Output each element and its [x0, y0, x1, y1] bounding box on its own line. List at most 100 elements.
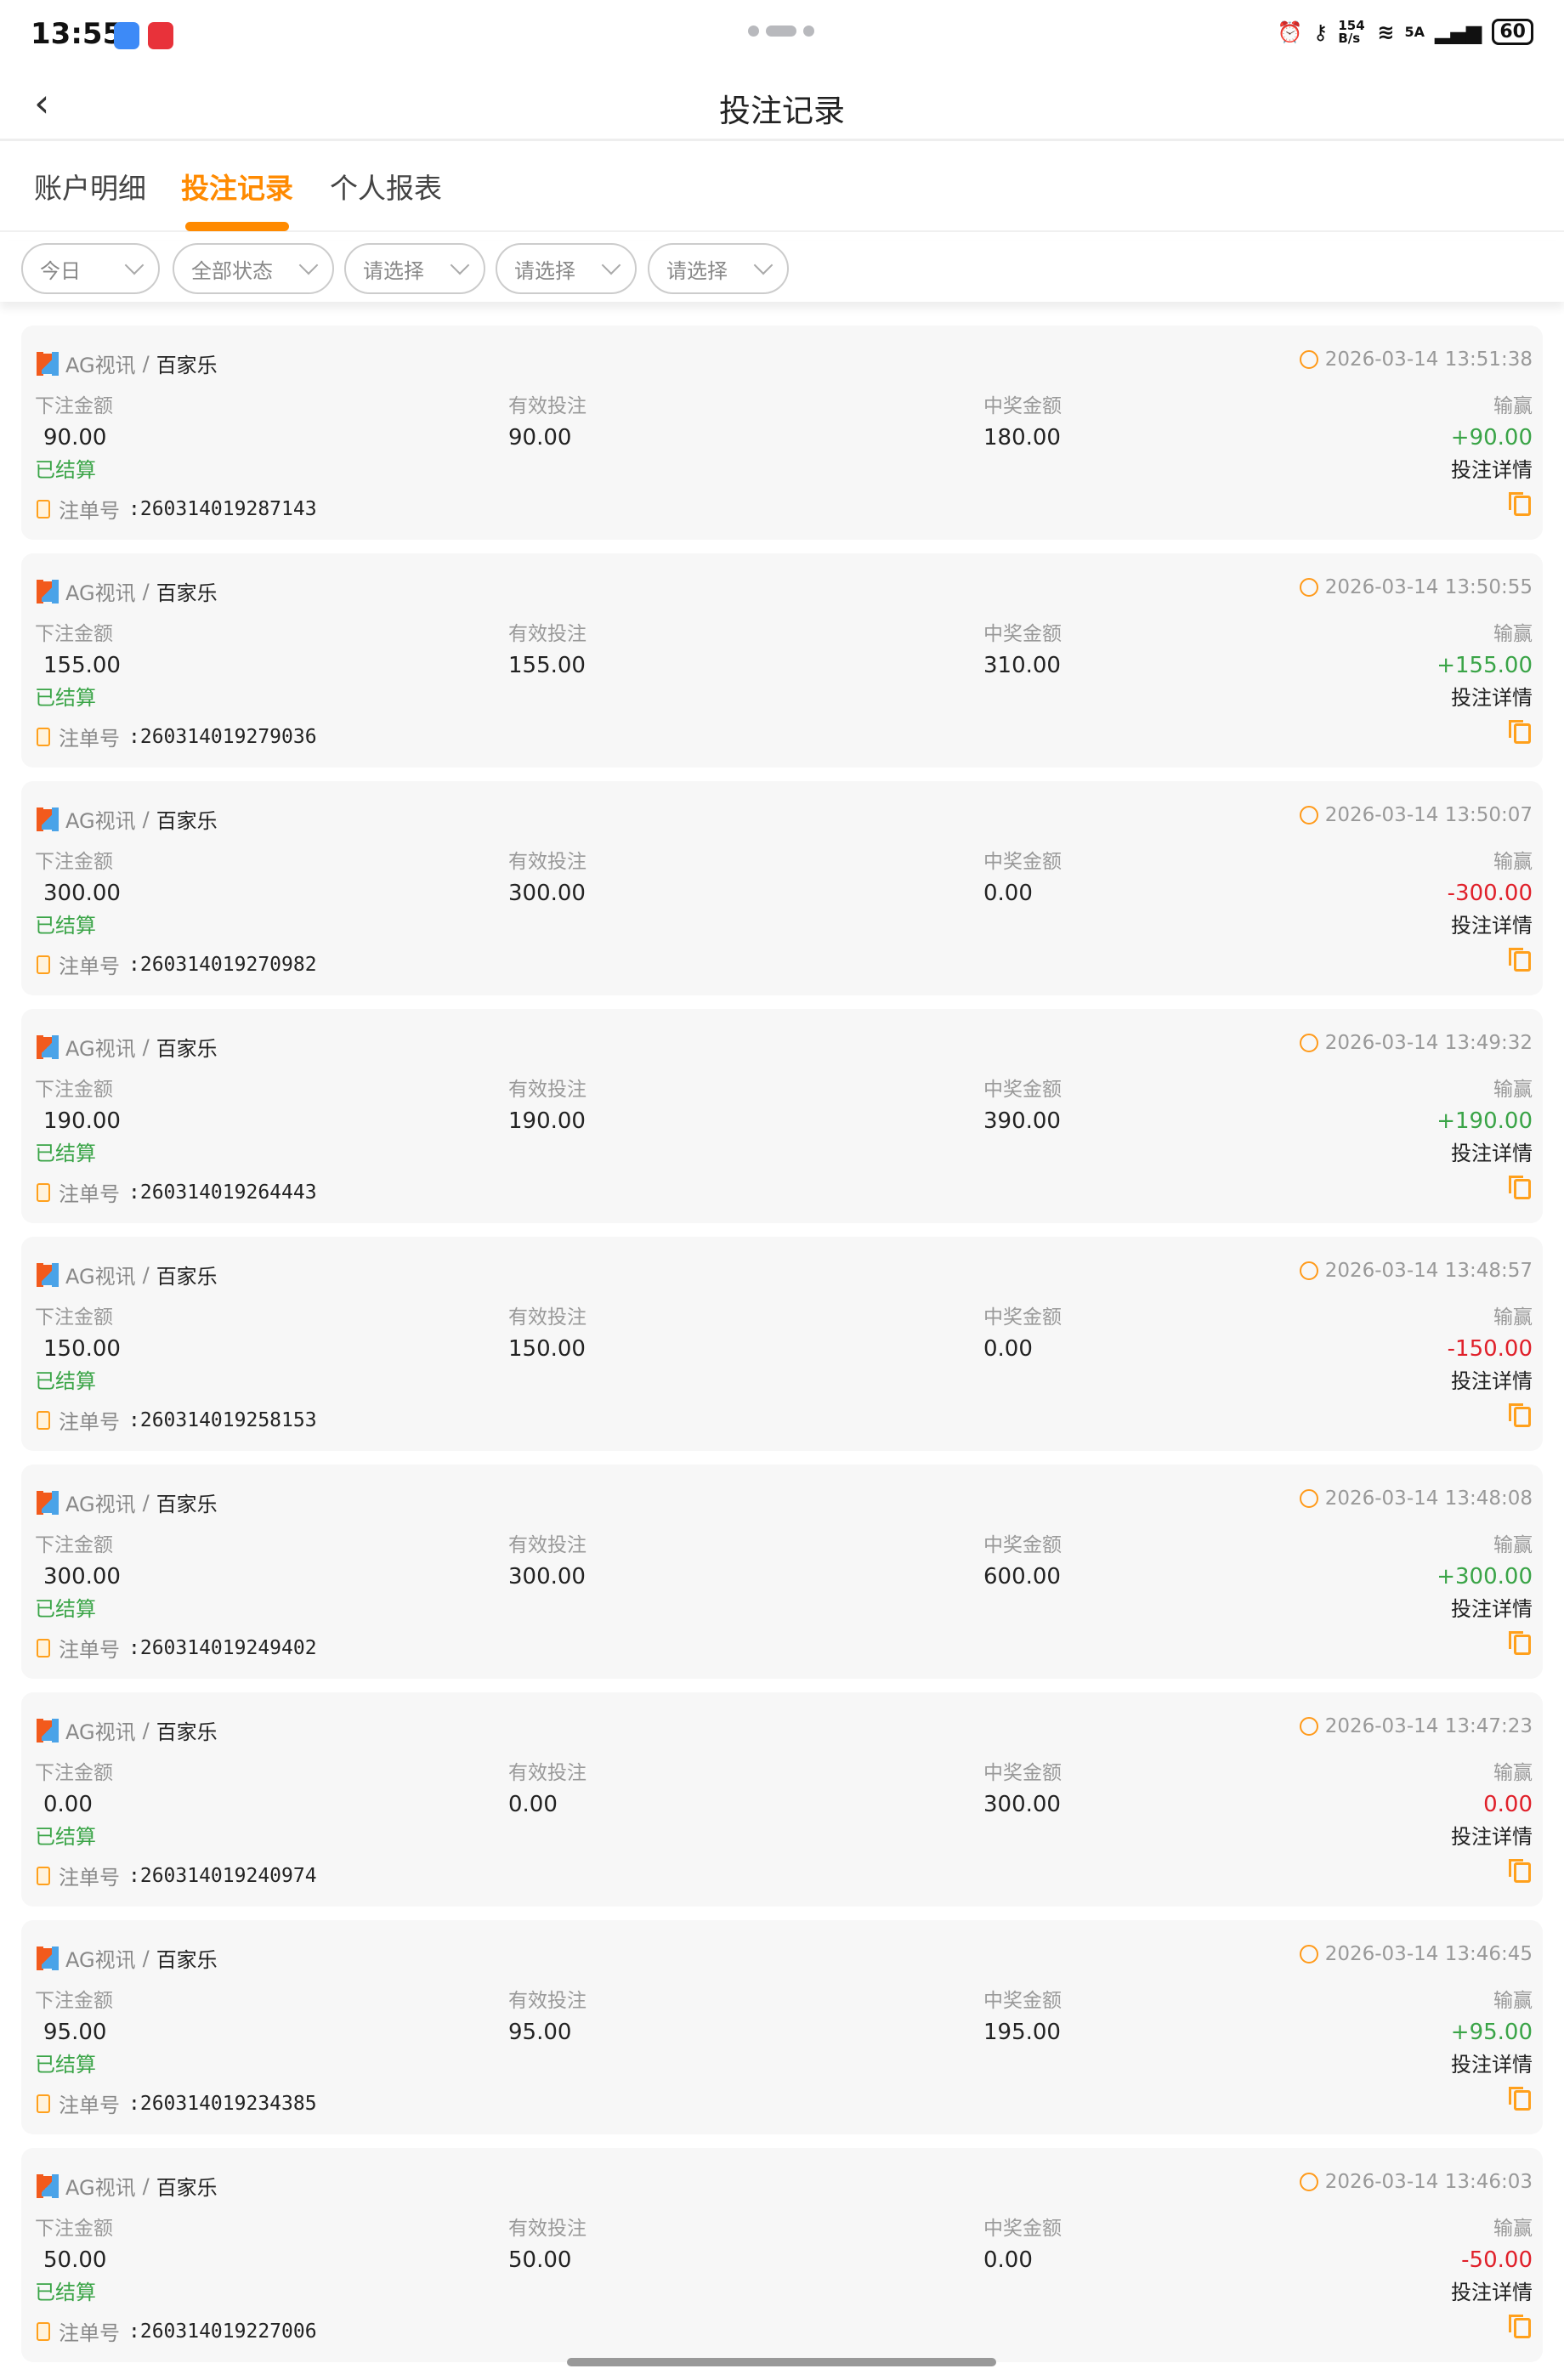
- clock-time: 13:55: [31, 17, 123, 51]
- bet-record-card[interactable]: AG视讯 / 百家乐 2026-03-14 13:46:03 下注金额 有效投注 中…: [21, 2148, 1543, 2362]
- order-label: 注单号: [59, 1866, 120, 1890]
- profit-amount: 0.00: [1483, 1792, 1533, 1817]
- tab-bet-records[interactable]: 投注记录: [181, 172, 293, 205]
- order-value: :260314019258153: [128, 1408, 317, 1431]
- copy-icon[interactable]: [1509, 1176, 1531, 1199]
- filter-select-2[interactable]: 请选择: [496, 243, 637, 294]
- win-amount: 195.00: [983, 2020, 1061, 2045]
- profit-amount: -150.00: [1447, 1336, 1533, 1362]
- bet-record-card[interactable]: AG视讯 / 百家乐 2026-03-14 13:49:32 下注金额 有效投注 中…: [21, 1009, 1543, 1223]
- bet-time: 2026-03-14 13:48:57: [1299, 1260, 1533, 1282]
- win-amount-label: 中奖金额: [983, 1762, 1062, 1784]
- multitask-indicator[interactable]: [748, 26, 814, 37]
- document-icon: [37, 2321, 50, 2341]
- provider-logo-icon: [37, 351, 59, 376]
- timestamp: 2026-03-14 13:50:07: [1324, 804, 1533, 826]
- win-amount: 310.00: [983, 653, 1061, 678]
- win-amount-label: 中奖金额: [983, 1534, 1062, 1556]
- copy-icon[interactable]: [1509, 492, 1531, 516]
- filter-bar: 今日 全部状态 请选择 请选择 请选择: [0, 241, 1564, 302]
- bet-record-card[interactable]: AG视讯 / 百家乐 2026-03-14 13:47:23 下注金额 有效投注 中…: [21, 1692, 1543, 1907]
- order-value: :260314019227006: [128, 2320, 317, 2343]
- valid-bet: 190.00: [508, 1108, 586, 1134]
- clock-icon: [1299, 578, 1318, 597]
- filter-label: 请选择: [514, 258, 575, 283]
- provider-name: AG视讯: [65, 809, 136, 833]
- bet-amount-label: 下注金额: [35, 2218, 113, 2240]
- game-provider: AG视讯 / 百家乐: [37, 348, 218, 378]
- win-amount-label: 中奖金额: [983, 2218, 1062, 2240]
- home-indicator[interactable]: [567, 2358, 996, 2366]
- win-amount: 0.00: [983, 1336, 1033, 1362]
- valid-bet-label: 有效投注: [508, 1762, 586, 1784]
- document-icon: [37, 2094, 50, 2113]
- valid-bet-label: 有效投注: [508, 1534, 586, 1556]
- bet-record-card[interactable]: AG视讯 / 百家乐 2026-03-14 13:50:07 下注金额 有效投注 中…: [21, 781, 1543, 995]
- bet-detail-link[interactable]: 投注详情: [1451, 686, 1533, 710]
- bet-record-card[interactable]: AG视讯 / 百家乐 2026-03-14 13:50:55 下注金额 有效投注 中…: [21, 553, 1543, 768]
- valid-bet-label: 有效投注: [508, 623, 586, 645]
- profit-label: 输赢: [1493, 1534, 1533, 1556]
- bet-record-card[interactable]: AG视讯 / 百家乐 2026-03-14 13:48:08 下注金额 有效投注 中…: [21, 1465, 1543, 1679]
- filter-select-3[interactable]: 请选择: [648, 243, 789, 294]
- game-provider: AG视讯 / 百家乐: [37, 1715, 218, 1745]
- bet-detail-link[interactable]: 投注详情: [1451, 1142, 1533, 1165]
- timestamp: 2026-03-14 13:51:38: [1324, 348, 1533, 371]
- bet-record-card[interactable]: AG视讯 / 百家乐 2026-03-14 13:46:45 下注金额 有效投注 中…: [21, 1920, 1543, 2134]
- provider-logo-icon: [37, 1262, 59, 1287]
- valid-bet-label: 有效投注: [508, 851, 586, 873]
- status-badge: 已结算: [35, 458, 96, 482]
- game-provider: AG视讯 / 百家乐: [37, 1260, 218, 1289]
- copy-icon[interactable]: [1509, 720, 1531, 744]
- bet-detail-link[interactable]: 投注详情: [1451, 914, 1533, 938]
- profit-label: 输赢: [1493, 1306, 1533, 1329]
- provider-logo-icon: [37, 807, 59, 831]
- order-value: :260314019279036: [128, 725, 317, 748]
- copy-icon[interactable]: [1509, 1631, 1531, 1655]
- bet-amount: 90.00: [43, 425, 107, 450]
- clock-icon: [1299, 1717, 1318, 1736]
- copy-icon[interactable]: [1509, 1859, 1531, 1883]
- provider-name: AG视讯: [65, 1037, 136, 1061]
- bet-amount-label: 下注金额: [35, 1079, 113, 1101]
- bet-record-card[interactable]: AG视讯 / 百家乐 2026-03-14 13:51:38 下注金额 有效投注 中…: [21, 326, 1543, 540]
- win-amount-label: 中奖金额: [983, 395, 1062, 417]
- bet-detail-link[interactable]: 投注详情: [1451, 1369, 1533, 1393]
- copy-icon[interactable]: [1509, 948, 1531, 972]
- chevron-down-icon: [450, 255, 470, 275]
- bet-amount-label: 下注金额: [35, 623, 113, 645]
- bet-detail-link[interactable]: 投注详情: [1451, 2281, 1533, 2304]
- bet-time: 2026-03-14 13:49:32: [1299, 1032, 1533, 1054]
- provider-name: AG视讯: [65, 354, 136, 377]
- copy-icon[interactable]: [1509, 2315, 1531, 2338]
- status-badge: 已结算: [35, 686, 96, 710]
- game-name: 百家乐: [156, 1265, 218, 1289]
- tab-account-details[interactable]: 账户明细: [34, 172, 146, 205]
- timestamp: 2026-03-14 13:48:57: [1324, 1260, 1533, 1282]
- document-icon: [37, 1866, 50, 1885]
- win-amount-label: 中奖金额: [983, 1306, 1062, 1329]
- filter-date[interactable]: 今日: [21, 243, 160, 294]
- order-label: 注单号: [59, 1410, 120, 1434]
- order-number: 注单号:260314019270982: [37, 949, 317, 979]
- filter-status[interactable]: 全部状态: [173, 243, 334, 294]
- bet-record-card[interactable]: AG视讯 / 百家乐 2026-03-14 13:48:57 下注金额 有效投注 中…: [21, 1237, 1543, 1451]
- copy-icon[interactable]: [1509, 2087, 1531, 2111]
- document-icon: [37, 499, 50, 518]
- status-badge: 已结算: [35, 1369, 96, 1393]
- separator: /: [142, 1718, 150, 1742]
- bet-detail-link[interactable]: 投注详情: [1451, 458, 1533, 482]
- bet-detail-link[interactable]: 投注详情: [1451, 1597, 1533, 1621]
- copy-icon[interactable]: [1509, 1403, 1531, 1427]
- chevron-down-icon: [753, 255, 774, 275]
- profit-amount: -300.00: [1447, 881, 1533, 906]
- bet-time: 2026-03-14 13:50:07: [1299, 804, 1533, 826]
- game-provider: AG视讯 / 百家乐: [37, 576, 218, 606]
- clock-icon: [1299, 1489, 1318, 1508]
- chevron-left-icon[interactable]: ‹: [34, 80, 50, 126]
- tab-personal-report[interactable]: 个人报表: [330, 172, 442, 205]
- valid-bet-label: 有效投注: [508, 1079, 586, 1101]
- filter-select-1[interactable]: 请选择: [344, 243, 485, 294]
- bet-detail-link[interactable]: 投注详情: [1451, 2053, 1533, 2077]
- bet-detail-link[interactable]: 投注详情: [1451, 1825, 1533, 1849]
